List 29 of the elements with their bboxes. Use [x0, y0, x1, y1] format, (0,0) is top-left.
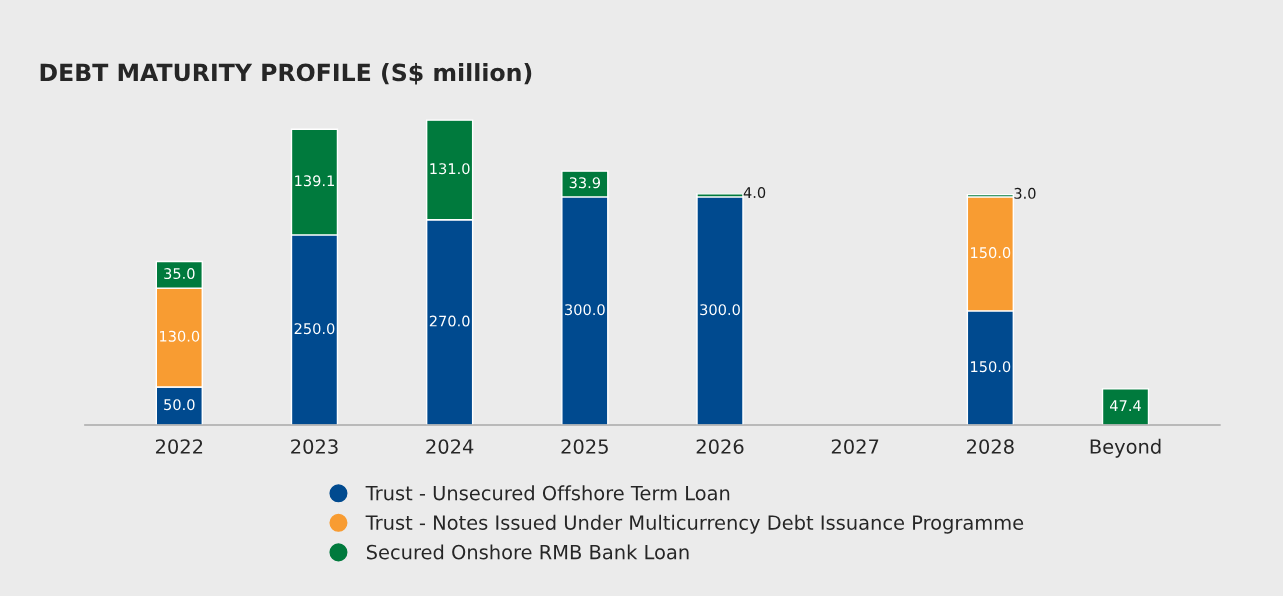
x-tick-label: 2023 — [291, 439, 338, 454]
x-tick-label: 2024 — [426, 439, 474, 454]
data-label: 150.0 — [971, 247, 1011, 259]
data-label: 300.0 — [700, 304, 740, 316]
x-tick-label: 2026 — [696, 439, 744, 454]
data-label: 35.0 — [164, 268, 195, 280]
legend-label: Secured Onshore RMB Bank Loan — [366, 544, 689, 560]
data-label: 300.0 — [565, 304, 605, 316]
x-tick-label: 2027 — [831, 439, 879, 454]
x-tick-label: 2025 — [561, 439, 608, 454]
data-label: 4.0 — [743, 187, 766, 199]
data-label: 3.0 — [1014, 187, 1036, 199]
data-label: 47.4 — [1109, 400, 1141, 411]
data-label: 139.1 — [295, 175, 334, 187]
data-label: 50.0 — [164, 399, 195, 411]
data-label: 130.0 — [160, 330, 200, 342]
legend-label: Trust - Unsecured Offshore Term Loan — [365, 485, 730, 501]
x-tick-label: 2022 — [155, 439, 203, 454]
data-label: 270.0 — [429, 315, 470, 327]
data-label: 131.0 — [430, 163, 470, 175]
legend-label: Trust - Notes Issued Under Multicurrency Debt Issuance Programme — [365, 514, 1024, 534]
chart-title: DEBT MATURITY PROFILE (S$ million) — [40, 63, 532, 85]
data-label: 150.0 — [971, 361, 1011, 373]
x-tick-label: Beyond — [1090, 438, 1161, 458]
bar — [696, 196, 744, 425]
data-label: 250.0 — [294, 323, 335, 335]
bar — [1101, 388, 1150, 425]
x-tick-label: 2028 — [967, 439, 1014, 454]
data-label: 33.9 — [569, 177, 601, 189]
